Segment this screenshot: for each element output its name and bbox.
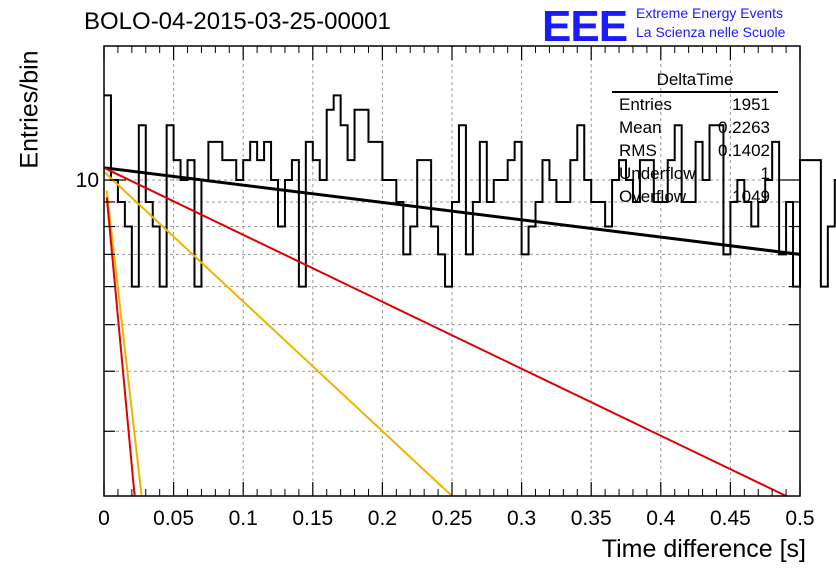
- stats-label: Underflow: [619, 164, 696, 183]
- x-tick-label: 0.3: [507, 507, 536, 530]
- stats-row: Underflow 1: [612, 162, 778, 185]
- x-tick-label: 0.5: [785, 507, 814, 530]
- fit-lines: [103, 166, 801, 497]
- stats-label: Overflow: [619, 187, 687, 206]
- histogram-outline: [104, 94, 836, 288]
- x-tick-label: 0.15: [292, 507, 333, 530]
- x-tick-label: 0.05: [153, 507, 194, 530]
- stats-value: 1049: [732, 187, 770, 206]
- stats-label: Entries: [619, 95, 672, 114]
- y-tick-label: 10: [76, 169, 99, 192]
- x-tick-label: 0.2: [368, 507, 397, 530]
- logo-line-2: La Scienza nelle Scuole: [636, 24, 786, 40]
- fit-line-4: [105, 197, 136, 497]
- x-tick-label: 0: [98, 507, 110, 530]
- stats-row: Overflow 1049: [612, 185, 778, 208]
- fit-line-2: [103, 171, 453, 497]
- chart-title: BOLO-04-2015-03-25-00001: [84, 8, 391, 35]
- stats-value: 1: [760, 164, 770, 183]
- stats-value: 0.2263: [718, 118, 770, 137]
- histogram: [104, 94, 836, 288]
- stats-box: DeltaTime Entries 1951 Mean 0.2263 RMS 0.14…: [612, 70, 778, 208]
- eee-logo: EEE: [542, 2, 628, 51]
- stats-row: Entries 1951: [612, 93, 778, 116]
- fit-line-1: [103, 166, 787, 497]
- logo-line-1: Extreme Energy Events: [636, 5, 784, 21]
- stats-value: 0.1402: [718, 141, 770, 160]
- stats-value: 1951: [732, 95, 770, 114]
- stats-label: RMS: [619, 141, 657, 160]
- axis-ticks: [103, 46, 801, 496]
- stats-title: DeltaTime: [612, 70, 778, 93]
- x-tick-labels: 0 0.05 0.1 0.15 0.2 0.25 0.3 0.35 0.4 0.45 0.5: [98, 507, 814, 530]
- x-axis-label: Time difference [s]: [601, 535, 806, 563]
- x-tick-label: 0.25: [432, 507, 473, 530]
- fit-line-3: [105, 190, 143, 497]
- y-tick-labels: 10: [76, 169, 99, 192]
- fit-line-0: [103, 166, 801, 256]
- x-tick-label: 0.45: [710, 507, 751, 530]
- eee-logo-text: Extreme Energy Events La Scienza nelle S…: [636, 4, 785, 42]
- x-tick-label: 0.1: [229, 507, 258, 530]
- y-axis-label: Entries/bin: [15, 50, 44, 169]
- x-tick-label: 0.4: [646, 507, 676, 530]
- stats-label: Mean: [619, 118, 662, 137]
- stats-row: Mean 0.2263: [612, 116, 778, 139]
- x-tick-label: 0.35: [571, 507, 612, 530]
- stats-row: RMS 0.1402: [612, 139, 778, 162]
